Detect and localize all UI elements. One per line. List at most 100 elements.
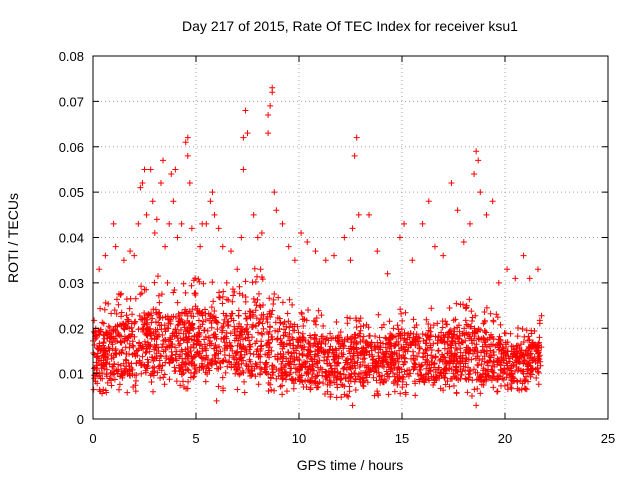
data-point (372, 344, 379, 351)
data-point (392, 360, 399, 367)
data-point (514, 325, 521, 332)
data-point (320, 322, 327, 329)
data-point (132, 377, 139, 384)
data-point (184, 152, 191, 159)
data-point (169, 352, 176, 359)
data-point (430, 322, 437, 329)
data-point (278, 366, 285, 373)
data-point (372, 358, 379, 365)
data-point (473, 348, 480, 355)
data-point (513, 359, 520, 366)
data-point (231, 326, 238, 333)
data-point (208, 304, 215, 311)
data-point (267, 324, 274, 331)
data-point (119, 347, 126, 354)
data-point (422, 331, 429, 338)
data-point (490, 318, 497, 325)
data-point (463, 304, 470, 311)
data-point (242, 278, 249, 285)
data-point (449, 352, 456, 359)
data-point (291, 350, 298, 357)
data-point (160, 157, 167, 164)
data-point (143, 345, 150, 352)
data-point (150, 357, 157, 364)
data-point (316, 347, 323, 354)
data-point (450, 317, 457, 324)
data-point (188, 360, 195, 367)
data-point (353, 134, 360, 141)
data-point (383, 368, 390, 375)
data-point (182, 328, 189, 335)
data-point (318, 312, 325, 319)
data-point (149, 365, 156, 372)
data-point (167, 316, 174, 323)
data-point (448, 358, 455, 365)
data-point (480, 334, 487, 341)
data-point (266, 295, 273, 302)
data-point (206, 315, 213, 322)
data-point (120, 257, 127, 264)
data-point (357, 333, 364, 340)
data-point (113, 310, 120, 317)
data-point (199, 348, 206, 355)
data-point (517, 367, 524, 374)
data-point (404, 348, 411, 355)
data-point (383, 340, 390, 347)
data-point (252, 373, 259, 380)
data-point (234, 342, 241, 349)
data-point (217, 294, 224, 301)
chart-title: Day 217 of 2015, Rate Of TEC Index for r… (182, 18, 518, 34)
data-point (480, 365, 487, 372)
data-point (258, 366, 265, 373)
data-point (299, 330, 306, 337)
data-point (394, 381, 401, 388)
data-point (196, 342, 203, 349)
data-point (495, 344, 502, 351)
data-point (469, 340, 476, 347)
data-point (524, 366, 531, 373)
data-point (113, 296, 120, 303)
data-point (243, 325, 250, 332)
data-point (97, 305, 104, 312)
data-point (345, 378, 352, 385)
data-point (182, 306, 189, 313)
data-point (281, 326, 288, 333)
data-point (147, 312, 154, 319)
data-point (299, 350, 306, 357)
data-point (108, 352, 115, 359)
data-point (340, 365, 347, 372)
data-point (398, 326, 405, 333)
y-tick-label: 0.06 (59, 140, 84, 155)
data-point (166, 220, 173, 227)
data-point (177, 335, 184, 342)
data-point (144, 339, 151, 346)
data-point (249, 279, 256, 286)
data-point (283, 373, 290, 380)
data-point (473, 402, 480, 409)
data-point (323, 370, 330, 377)
data-point (340, 345, 347, 352)
data-point (126, 344, 133, 351)
data-point (240, 134, 247, 141)
data-point (213, 397, 220, 404)
data-point (487, 375, 494, 382)
data-point (509, 343, 516, 350)
data-point (483, 304, 490, 311)
data-point (149, 354, 156, 361)
data-point (359, 379, 366, 386)
data-point (519, 380, 526, 387)
data-point (456, 340, 463, 347)
data-point (308, 379, 315, 386)
data-point (196, 329, 203, 336)
data-point (181, 384, 188, 391)
data-point (529, 357, 536, 364)
data-point (521, 385, 528, 392)
data-point (480, 371, 487, 378)
data-point (354, 359, 361, 366)
data-point (100, 364, 107, 371)
data-point (442, 381, 449, 388)
data-point (443, 367, 450, 374)
data-point (182, 346, 189, 353)
data-point (93, 359, 100, 366)
data-point (471, 170, 478, 177)
